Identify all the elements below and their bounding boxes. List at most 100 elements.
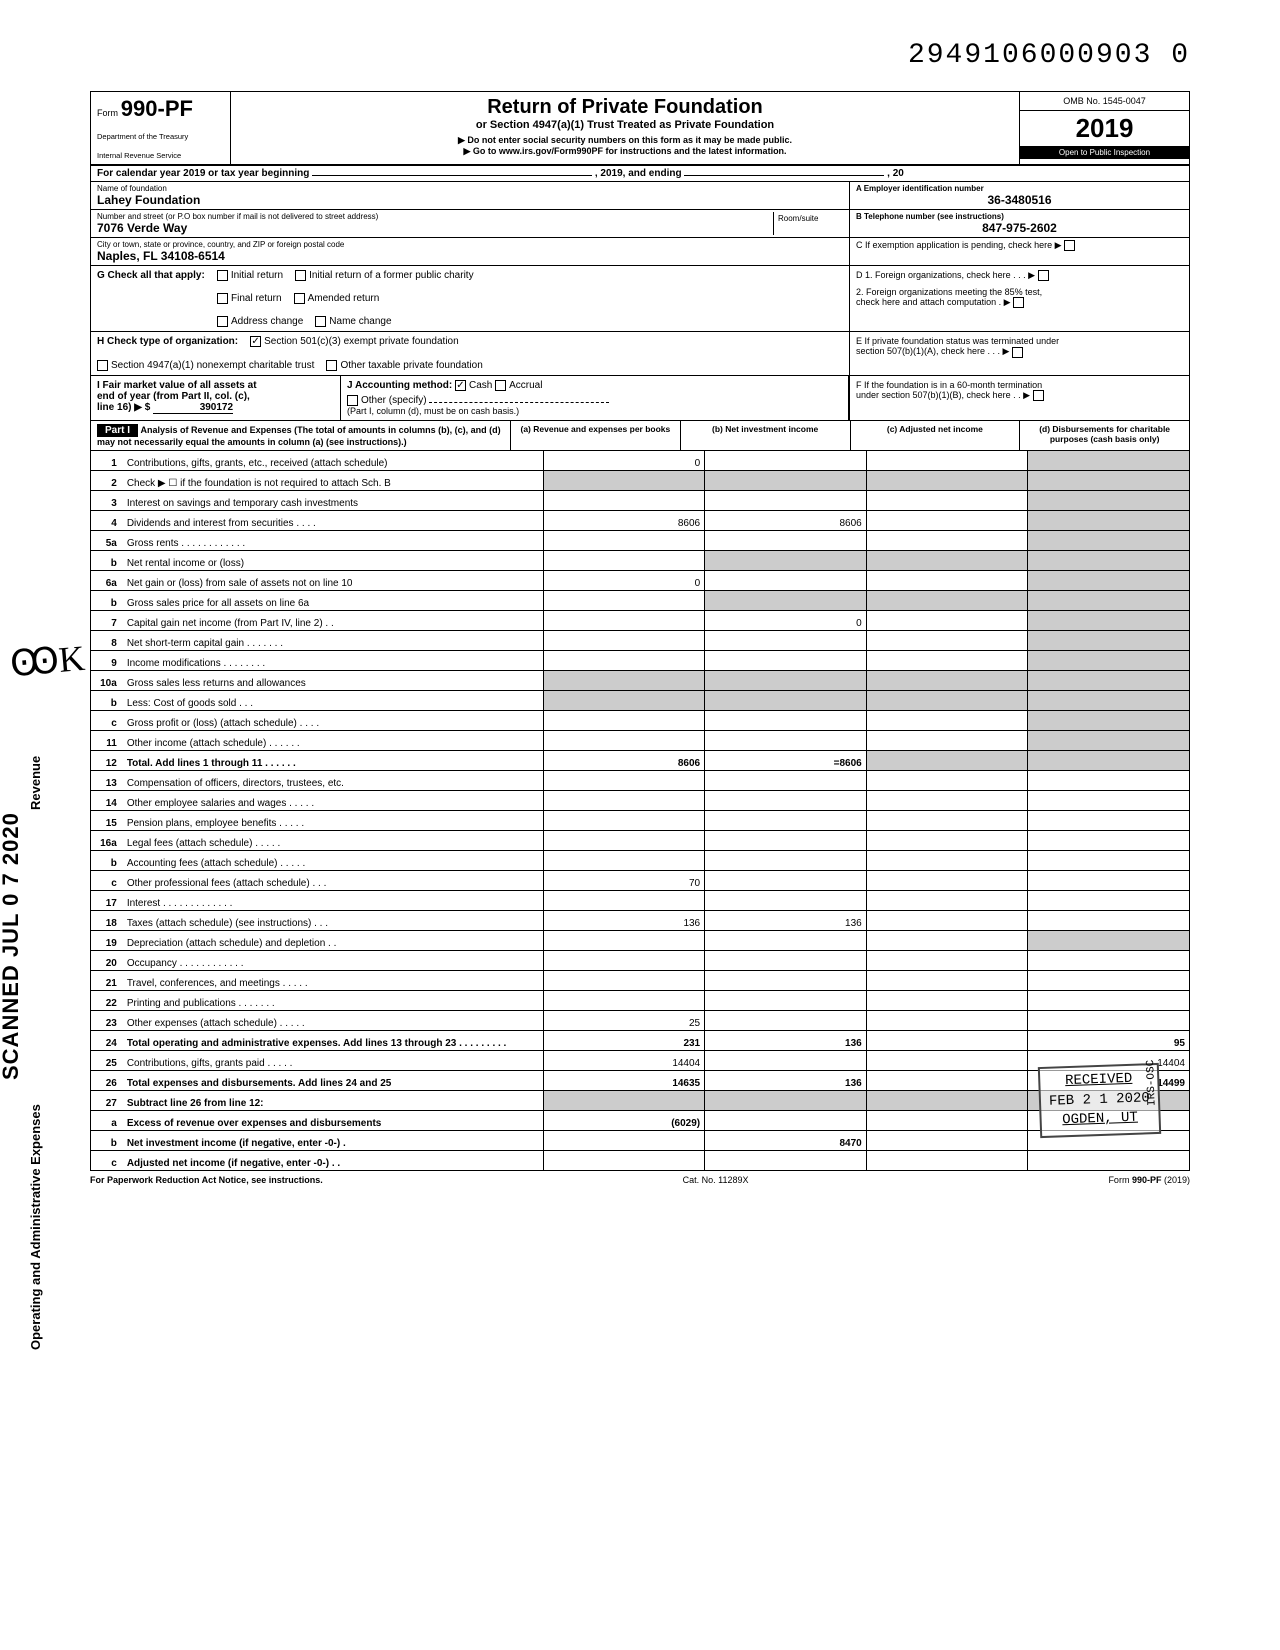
amended-return-checkbox[interactable] — [294, 293, 305, 304]
page-footer: For Paperwork Reduction Act Notice, see … — [90, 1171, 1190, 1189]
row-description: Contributions, gifts, grants paid . . . … — [123, 1051, 543, 1071]
table-row: 13Compensation of officers, directors, t… — [91, 771, 1190, 791]
row-description: Accounting fees (attach schedule) . . . … — [123, 851, 543, 871]
row-description: Excess of revenue over expenses and disb… — [123, 1111, 543, 1131]
address-change-checkbox[interactable] — [217, 316, 228, 327]
name-label: Name of foundation — [97, 184, 843, 193]
row-description: Net gain or (loss) from sale of assets n… — [123, 571, 543, 591]
row-description: Gross rents . . . . . . . . . . . . — [123, 531, 543, 551]
row-number: 1 — [91, 451, 123, 471]
col-c-amount — [866, 671, 1028, 691]
col-d-amount — [1028, 611, 1190, 631]
e2-label: section 507(b)(1)(A), check here . . . ▶ — [856, 346, 1009, 356]
form-code-footer: Form 990-PF (2019) — [1108, 1175, 1190, 1185]
col-d-amount — [1028, 851, 1190, 871]
dept-irs: Internal Revenue Service — [97, 151, 224, 160]
revenue-side-label: Revenue — [28, 756, 43, 810]
col-b-amount — [705, 791, 867, 811]
exemption-pending-checkbox[interactable] — [1064, 240, 1075, 251]
col-d-amount — [1028, 931, 1190, 951]
507b1b-checkbox[interactable] — [1033, 390, 1044, 401]
table-row: bNet investment income (if negative, ent… — [91, 1131, 1190, 1151]
table-row: bAccounting fees (attach schedule) . . .… — [91, 851, 1190, 871]
table-row: 27Subtract line 26 from line 12: — [91, 1091, 1190, 1111]
col-a-amount — [543, 551, 705, 571]
table-row: 14Other employee salaries and wages . . … — [91, 791, 1190, 811]
row-description: Legal fees (attach schedule) . . . . . — [123, 831, 543, 851]
col-a-amount — [543, 671, 705, 691]
col-a-amount: 0 — [543, 451, 705, 471]
col-d-amount — [1028, 791, 1190, 811]
col-c-amount — [866, 611, 1028, 631]
table-row: 4Dividends and interest from securities … — [91, 511, 1190, 531]
form-label: Form — [97, 108, 118, 118]
table-row: bLess: Cost of goods sold . . . — [91, 691, 1190, 711]
col-c-amount — [866, 1051, 1028, 1071]
row-number: 25 — [91, 1051, 123, 1071]
foreign-85-checkbox[interactable] — [1013, 297, 1024, 308]
j-label: J Accounting method: — [347, 380, 452, 391]
table-row: 11Other income (attach schedule) . . . .… — [91, 731, 1190, 751]
501c3-label: Section 501(c)(3) exempt private foundat… — [264, 337, 459, 348]
foreign-org-checkbox[interactable] — [1038, 270, 1049, 281]
tax-year: 2019 — [1020, 111, 1189, 146]
col-c-amount — [866, 531, 1028, 551]
row-number: 26 — [91, 1071, 123, 1091]
row-description: Gross sales less returns and allowances — [123, 671, 543, 691]
former-public-charity-checkbox[interactable] — [295, 270, 306, 281]
row-description: Dividends and interest from securities .… — [123, 511, 543, 531]
final-return-checkbox[interactable] — [217, 293, 228, 304]
table-row: 24Total operating and administrative exp… — [91, 1031, 1190, 1051]
col-b-amount — [705, 571, 867, 591]
row-number: 19 — [91, 931, 123, 951]
table-row: 3Interest on savings and temporary cash … — [91, 491, 1190, 511]
fmv-value: 390172 — [153, 402, 233, 414]
col-d-amount — [1028, 671, 1190, 691]
city-state-zip: Naples, FL 34108-6514 — [97, 249, 843, 263]
row-description: Net short-term capital gain . . . . . . … — [123, 631, 543, 651]
row-description: Pension plans, employee benefits . . . .… — [123, 811, 543, 831]
f1-label: F If the foundation is in a 60-month ter… — [856, 380, 1183, 390]
501c3-checkbox[interactable]: ✓ — [250, 336, 261, 347]
col-a-amount: 14404 — [543, 1051, 705, 1071]
col-a-amount — [543, 1151, 705, 1171]
telephone-label: B Telephone number (see instructions) — [856, 212, 1183, 221]
h-label: H Check type of organization: — [97, 336, 238, 347]
col-b-amount: 136 — [705, 1031, 867, 1051]
col-a-amount — [543, 791, 705, 811]
cash-checkbox[interactable]: ✓ — [455, 380, 466, 391]
initial-return-checkbox[interactable] — [217, 270, 228, 281]
col-b-amount — [705, 671, 867, 691]
col-c-amount — [866, 891, 1028, 911]
col-c-amount — [866, 851, 1028, 871]
row-number: 16a — [91, 831, 123, 851]
row-number: 4 — [91, 511, 123, 531]
name-change-checkbox[interactable] — [315, 316, 326, 327]
row-number: 5a — [91, 531, 123, 551]
col-c-amount — [866, 931, 1028, 951]
col-d-amount — [1028, 491, 1190, 511]
507b1a-checkbox[interactable] — [1012, 347, 1023, 358]
table-row: 17Interest . . . . . . . . . . . . . — [91, 891, 1190, 911]
col-d-header: (d) Disbursements for charitable purpose… — [1020, 421, 1189, 450]
table-row: 1Contributions, gifts, grants, etc., rec… — [91, 451, 1190, 471]
col-b-amount — [705, 1091, 867, 1111]
col-a-amount — [543, 851, 705, 871]
row-number: 24 — [91, 1031, 123, 1051]
row-number: 12 — [91, 751, 123, 771]
other-method-checkbox[interactable] — [347, 395, 358, 406]
address-change-label: Address change — [231, 316, 303, 327]
col-c-amount — [866, 1071, 1028, 1091]
col-b-amount — [705, 631, 867, 651]
accrual-checkbox[interactable] — [495, 380, 506, 391]
table-row: aExcess of revenue over expenses and dis… — [91, 1111, 1190, 1131]
col-a-amount — [543, 931, 705, 951]
col-d-amount — [1028, 731, 1190, 751]
col-b-amount — [705, 811, 867, 831]
row-number: 13 — [91, 771, 123, 791]
other-taxable-checkbox[interactable] — [326, 360, 337, 371]
col-a-amount — [543, 611, 705, 631]
4947a1-checkbox[interactable] — [97, 360, 108, 371]
row-description: Check ▶ ☐ if the foundation is not requi… — [123, 471, 543, 491]
received-stamp: RECEIVED FEB 2 1 2020 OGDEN, UT IRS-OSC — [1038, 1063, 1161, 1138]
